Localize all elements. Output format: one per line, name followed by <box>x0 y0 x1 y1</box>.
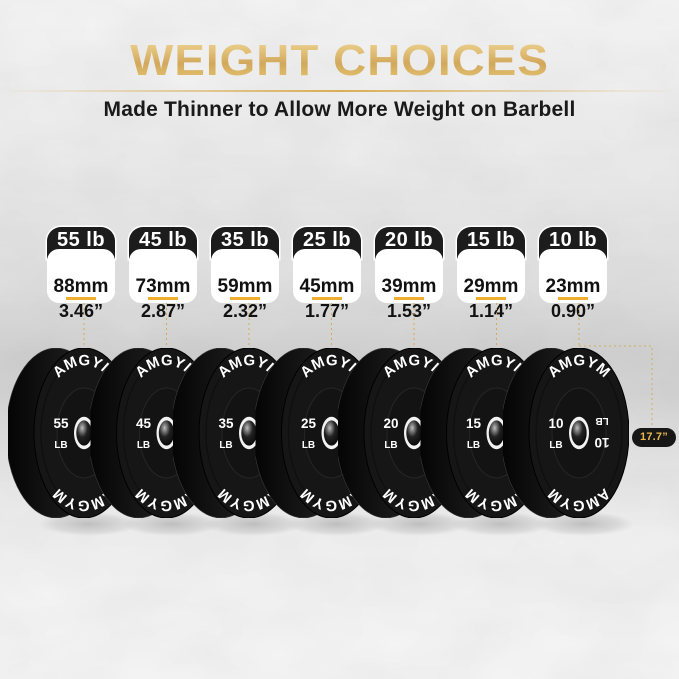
svg-text:LB: LB <box>137 440 150 451</box>
svg-text:25: 25 <box>301 416 317 431</box>
svg-text:10: 10 <box>594 435 609 450</box>
svg-text:LB: LB <box>54 440 67 451</box>
svg-text:LB: LB <box>467 440 480 451</box>
svg-text:20: 20 <box>383 416 398 431</box>
svg-text:35: 35 <box>218 416 234 431</box>
svg-text:LB: LB <box>384 440 397 451</box>
svg-text:10: 10 <box>548 416 563 431</box>
svg-text:15: 15 <box>466 416 482 431</box>
svg-text:LB: LB <box>595 415 608 426</box>
svg-text:LB: LB <box>549 440 562 451</box>
svg-text:LB: LB <box>219 440 232 451</box>
svg-text:55: 55 <box>53 416 69 431</box>
svg-text:45: 45 <box>136 416 152 431</box>
svg-text:LB: LB <box>302 440 315 451</box>
